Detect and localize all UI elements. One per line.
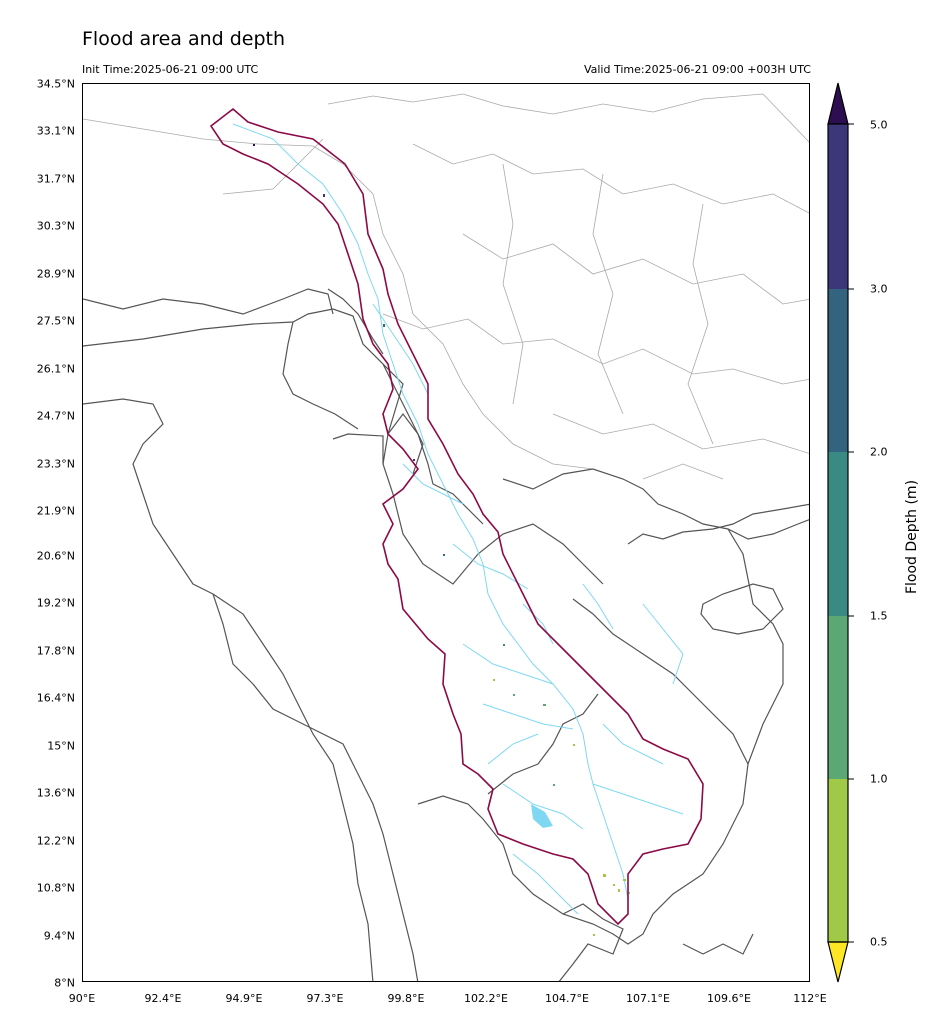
map-svg bbox=[83, 93, 809, 981]
colorbar-tick-label: 1.0 bbox=[870, 772, 888, 786]
y-tick-label: 31.7°N bbox=[36, 172, 75, 186]
map-title: Flood area and depth bbox=[82, 28, 286, 50]
y-tick-label: 30.3°N bbox=[36, 219, 75, 233]
y-tick-label: 24.7°N bbox=[36, 409, 75, 423]
x-tick-label: 102.2°E bbox=[464, 992, 508, 1005]
init-time-label: Init Time:2025-06-21 09:00 UTC bbox=[82, 63, 259, 76]
y-tick-label: 26.1°N bbox=[36, 362, 75, 376]
colorbar bbox=[827, 82, 854, 983]
y-tick-label: 10.8°N bbox=[36, 881, 75, 895]
colorbar-band bbox=[828, 452, 848, 616]
river-network bbox=[232, 123, 684, 915]
colorbar-title: Flood Depth (m) bbox=[904, 479, 920, 595]
x-tick-label: 94.9°E bbox=[225, 992, 263, 1005]
y-tick-label: 19.2°N bbox=[36, 596, 75, 610]
y-tick-label: 28.9°N bbox=[36, 267, 75, 281]
colorbar-frame bbox=[827, 123, 849, 943]
y-tick-label: 15°N bbox=[47, 739, 75, 753]
x-tick-label: 99.8°E bbox=[387, 992, 425, 1005]
x-tick-label: 112°E bbox=[793, 992, 827, 1005]
y-tick-label: 34.5°N bbox=[36, 77, 75, 91]
x-tick-label: 109.6°E bbox=[707, 992, 751, 1005]
valid-time-label: Valid Time:2025-06-21 09:00 +003H UTC bbox=[583, 63, 811, 76]
colorbar-tick-label: 5.0 bbox=[870, 118, 888, 132]
x-tick-label: 97.3°E bbox=[306, 992, 344, 1005]
y-tick-label: 13.6°N bbox=[36, 786, 75, 800]
colorbar-band bbox=[828, 779, 848, 942]
y-tick-label: 23.3°N bbox=[36, 457, 75, 471]
x-tick-label: 104.7°E bbox=[545, 992, 589, 1005]
y-tick-label: 9.4°N bbox=[43, 929, 75, 943]
country-borders bbox=[83, 288, 809, 981]
y-tick-label: 12.2°N bbox=[36, 834, 75, 848]
x-tick-label: 90°E bbox=[68, 992, 96, 1005]
y-tick-label: 20.6°N bbox=[36, 549, 75, 563]
colorbar-tick-label: 2.0 bbox=[870, 445, 888, 459]
colorbar-top-extension bbox=[827, 82, 849, 125]
y-tick-label: 17.8°N bbox=[36, 644, 75, 658]
y-tick-label: 8°N bbox=[54, 976, 75, 990]
colorbar-band bbox=[828, 124, 848, 289]
flood-pixels bbox=[253, 144, 630, 936]
y-tick-label: 27.5°N bbox=[36, 314, 75, 328]
tonle-sap-lake bbox=[531, 804, 553, 828]
colorbar-tick-label: 1.5 bbox=[870, 609, 888, 623]
mekong-basin-outline bbox=[209, 107, 704, 926]
y-tick-label: 16.4°N bbox=[36, 691, 75, 705]
x-tick-label: 92.4°E bbox=[144, 992, 182, 1005]
province-borders bbox=[83, 93, 809, 480]
colorbar-band bbox=[828, 616, 848, 779]
colorbar-band bbox=[828, 289, 848, 452]
y-tick-label: 21.9°N bbox=[36, 504, 75, 518]
x-tick-label: 107.1°E bbox=[626, 992, 670, 1005]
y-tick-label: 33.1°N bbox=[36, 124, 75, 138]
colorbar-tick-label: 0.5 bbox=[870, 935, 888, 949]
colorbar-bottom-extension bbox=[827, 941, 849, 983]
map-panel bbox=[82, 83, 810, 982]
colorbar-tick-label: 3.0 bbox=[870, 282, 888, 296]
